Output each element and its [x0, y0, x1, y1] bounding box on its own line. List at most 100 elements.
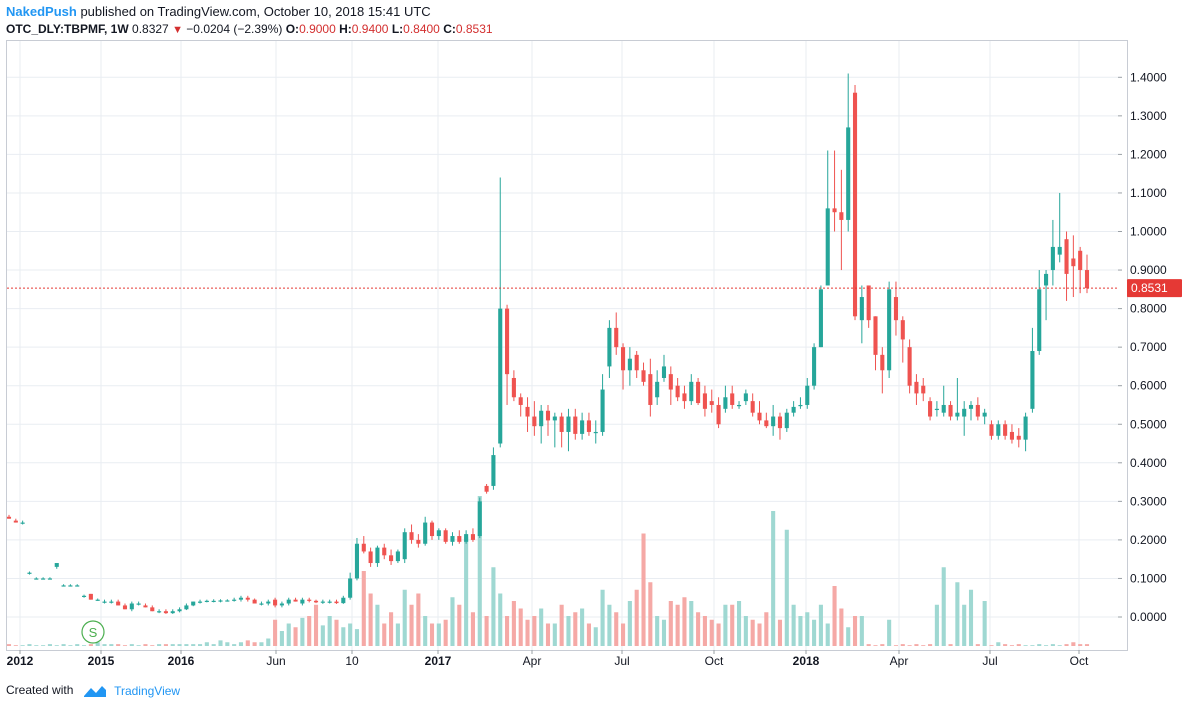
x-tick-label: Apr	[890, 654, 909, 668]
volume-bar	[668, 601, 673, 646]
symbol-label[interactable]: OTC_DLY:TBPMF, 1W	[6, 22, 129, 36]
volume-bars	[6, 496, 1090, 646]
published-text: published on TradingView.com, October 10…	[80, 4, 431, 19]
volume-bar	[450, 597, 455, 646]
candle-body	[689, 381, 694, 402]
volume-bar	[1044, 645, 1049, 646]
y-tick-label: 0.1000	[1130, 571, 1167, 585]
volume-bar	[839, 608, 844, 646]
volume-bar	[716, 623, 721, 646]
x-tick-label: Jul	[614, 654, 629, 668]
candle-body	[75, 585, 80, 587]
x-tick-label: 10	[345, 654, 359, 668]
volume-bar	[614, 612, 619, 646]
candle-body	[266, 601, 271, 604]
candle-body	[361, 543, 366, 552]
candle-body	[525, 406, 530, 417]
volume-bar	[825, 623, 830, 646]
tradingview-brand-link[interactable]: TradingView	[114, 683, 181, 698]
candlestick-series	[6, 73, 1090, 614]
volume-bar	[607, 604, 612, 646]
volume-bar	[1064, 644, 1069, 646]
splits-icon[interactable]	[81, 620, 105, 644]
volume-bar	[975, 644, 980, 646]
volume-bar	[600, 589, 605, 646]
candle-body	[730, 393, 735, 405]
volume-bar	[1050, 644, 1055, 646]
candle-body	[505, 308, 510, 375]
candle-body	[996, 424, 1001, 436]
x-tick-label: 2016	[168, 654, 195, 668]
volume-bar	[423, 616, 428, 646]
volume-bar	[880, 644, 885, 646]
volume-bar	[41, 645, 46, 646]
volume-bar	[184, 644, 189, 646]
candle-body	[539, 410, 544, 427]
last-price: 0.8327	[132, 22, 169, 36]
candle-body	[723, 397, 728, 409]
volume-bar	[655, 616, 660, 646]
x-tick-label: 2015	[88, 654, 115, 668]
candle-body	[989, 424, 994, 436]
x-tick-label: 2012	[7, 654, 34, 668]
candle-body	[409, 532, 414, 540]
volume-bar	[627, 601, 632, 646]
volume-bar	[368, 593, 373, 646]
candle-body	[136, 603, 141, 605]
volume-bar	[47, 644, 52, 646]
volume-bar	[545, 623, 551, 646]
candle-body	[443, 530, 448, 542]
y-tick-label: 1.2000	[1130, 147, 1167, 161]
volume-bar	[648, 582, 653, 646]
author-link[interactable]: NakedPush	[6, 4, 77, 19]
volume-bar	[232, 644, 237, 646]
volume-bar	[566, 616, 571, 646]
candle-body	[593, 431, 598, 434]
candle-body	[286, 599, 291, 604]
volume-bar	[436, 623, 441, 646]
candle-body	[696, 381, 701, 404]
time-axis: 2012 2015 2016 Jun 10 2017 Apr Jul Oct 2018 Apr Jul…	[7, 650, 1089, 668]
volume-bar	[921, 645, 926, 646]
candle-body	[484, 485, 489, 492]
candle-body	[279, 603, 284, 606]
candle-body	[1030, 351, 1035, 409]
volume-bar	[586, 623, 591, 646]
volume-bar	[552, 623, 557, 646]
volume-bar	[68, 645, 73, 646]
candle-body	[184, 605, 189, 610]
candle-body	[559, 416, 564, 432]
volume-bar	[511, 601, 516, 646]
volume-bar	[709, 619, 714, 646]
x-tick-label: Apr	[523, 654, 542, 668]
volume-bar	[75, 644, 80, 646]
candle-body	[163, 611, 168, 614]
volume-bar	[989, 645, 994, 646]
volume-bar	[157, 644, 162, 646]
volume-bar	[382, 623, 387, 646]
volume-bar	[743, 616, 748, 646]
open-label: O:	[285, 22, 300, 36]
volume-bar	[702, 616, 707, 646]
candle-body	[307, 599, 312, 601]
candle-body	[532, 416, 537, 427]
candle-body	[300, 599, 305, 604]
chart-frame[interactable]	[6, 40, 1128, 651]
candle-body	[54, 563, 59, 567]
volume-bar	[307, 616, 312, 646]
volume-bar	[682, 597, 687, 646]
candle-body	[82, 595, 87, 597]
candle-body	[109, 601, 114, 603]
x-tick-label: Jul	[982, 654, 997, 668]
volume-bar	[982, 601, 987, 646]
volume-bar	[948, 644, 953, 646]
y-tick-label: 0.2000	[1130, 533, 1167, 547]
tradingview-logo-icon[interactable]	[83, 684, 107, 698]
volume-bar	[873, 645, 878, 646]
candle-body	[825, 208, 830, 286]
volume-bar	[934, 604, 939, 646]
candle-body	[498, 308, 503, 444]
candle-body	[941, 404, 946, 413]
volume-bar	[750, 619, 755, 646]
